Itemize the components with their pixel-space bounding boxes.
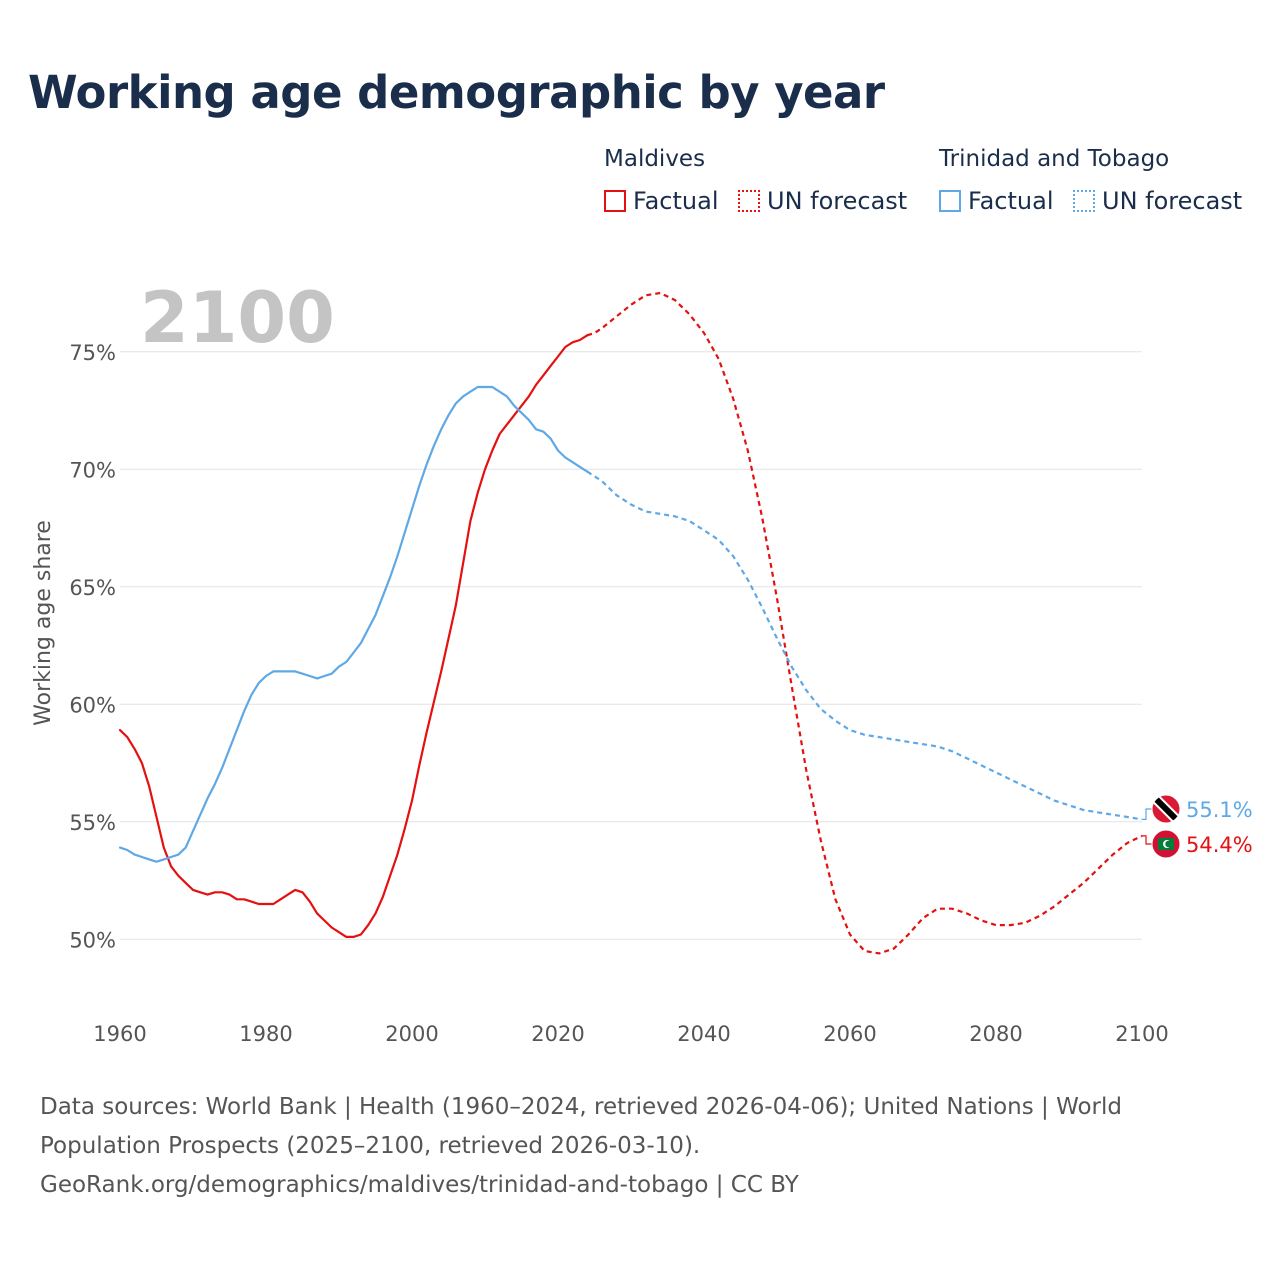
y-tick-label: 70% xyxy=(69,458,116,482)
y-tick-label: 65% xyxy=(69,576,116,600)
legend-trinidad-forecast[interactable]: UN forecast xyxy=(1073,186,1242,216)
sources-line-2: Population Prospects (2025–2100, retriev… xyxy=(40,1133,701,1159)
x-tick-label: 2000 xyxy=(385,1022,438,1046)
series-line-maldives-factual[interactable] xyxy=(118,334,589,938)
end-connector xyxy=(1142,808,1153,821)
y-tick-label: 75% xyxy=(69,341,116,365)
legend-label: Factual xyxy=(968,187,1054,215)
legend-dotted-swatch xyxy=(738,190,760,212)
y-tick-label: 55% xyxy=(69,811,116,835)
legend-trinidad-title: Trinidad and Tobago xyxy=(939,146,1170,172)
series-line-trinidad-and-tobago-factual[interactable] xyxy=(118,385,589,863)
legend-solid-swatch xyxy=(939,190,961,212)
y-tick-label: 50% xyxy=(69,928,116,952)
x-tick-label: 2100 xyxy=(1115,1022,1168,1046)
end-value-label: 55.1% xyxy=(1186,798,1253,822)
legend-maldives-forecast[interactable]: UN forecast xyxy=(738,186,907,216)
sources-link[interactable]: GeoRank.org/demographics/maldives/trinid… xyxy=(40,1172,799,1198)
legend-label: UN forecast xyxy=(1102,187,1243,215)
data-sources: Data sources: World Bank | Health (1960–… xyxy=(40,1088,1220,1205)
x-tick-label: 2020 xyxy=(531,1022,584,1046)
sources-line-1: Data sources: World Bank | Health (1960–… xyxy=(40,1094,1122,1120)
year-watermark: 2100 xyxy=(140,277,335,359)
flag-maldives-icon xyxy=(1151,829,1181,859)
x-tick-label: 2080 xyxy=(969,1022,1022,1046)
flag-trinidad-and-tobago-icon xyxy=(1151,794,1181,824)
legend-solid-swatch xyxy=(604,190,626,212)
x-tick-label: 1980 xyxy=(239,1022,292,1046)
end-value-label: 54.4% xyxy=(1186,833,1253,857)
series-line-trinidad-and-tobago-forecast[interactable] xyxy=(586,470,1143,821)
y-axis-label: Working age share xyxy=(31,520,56,726)
end-connector xyxy=(1142,835,1153,845)
legend-dotted-swatch xyxy=(1073,190,1095,212)
x-tick-label: 2060 xyxy=(823,1022,876,1046)
chart-title: Working age demographic by year xyxy=(28,66,885,119)
line-chart: 2100 50% 55% 60% 65% 70% 75% 1960 1980 2000 2020… xyxy=(31,277,1253,1046)
series-line-maldives-forecast[interactable] xyxy=(586,291,1143,955)
legend-maldives-factual[interactable]: Factual xyxy=(604,186,719,216)
x-tick-label: 1960 xyxy=(93,1022,146,1046)
legend-label: UN forecast xyxy=(767,187,908,215)
y-tick-label: 60% xyxy=(69,693,116,717)
legend-label: Factual xyxy=(633,187,719,215)
legend-maldives-title: Maldives xyxy=(604,146,706,172)
x-tick-label: 2040 xyxy=(677,1022,730,1046)
legend-trinidad-factual[interactable]: Factual xyxy=(939,186,1054,216)
